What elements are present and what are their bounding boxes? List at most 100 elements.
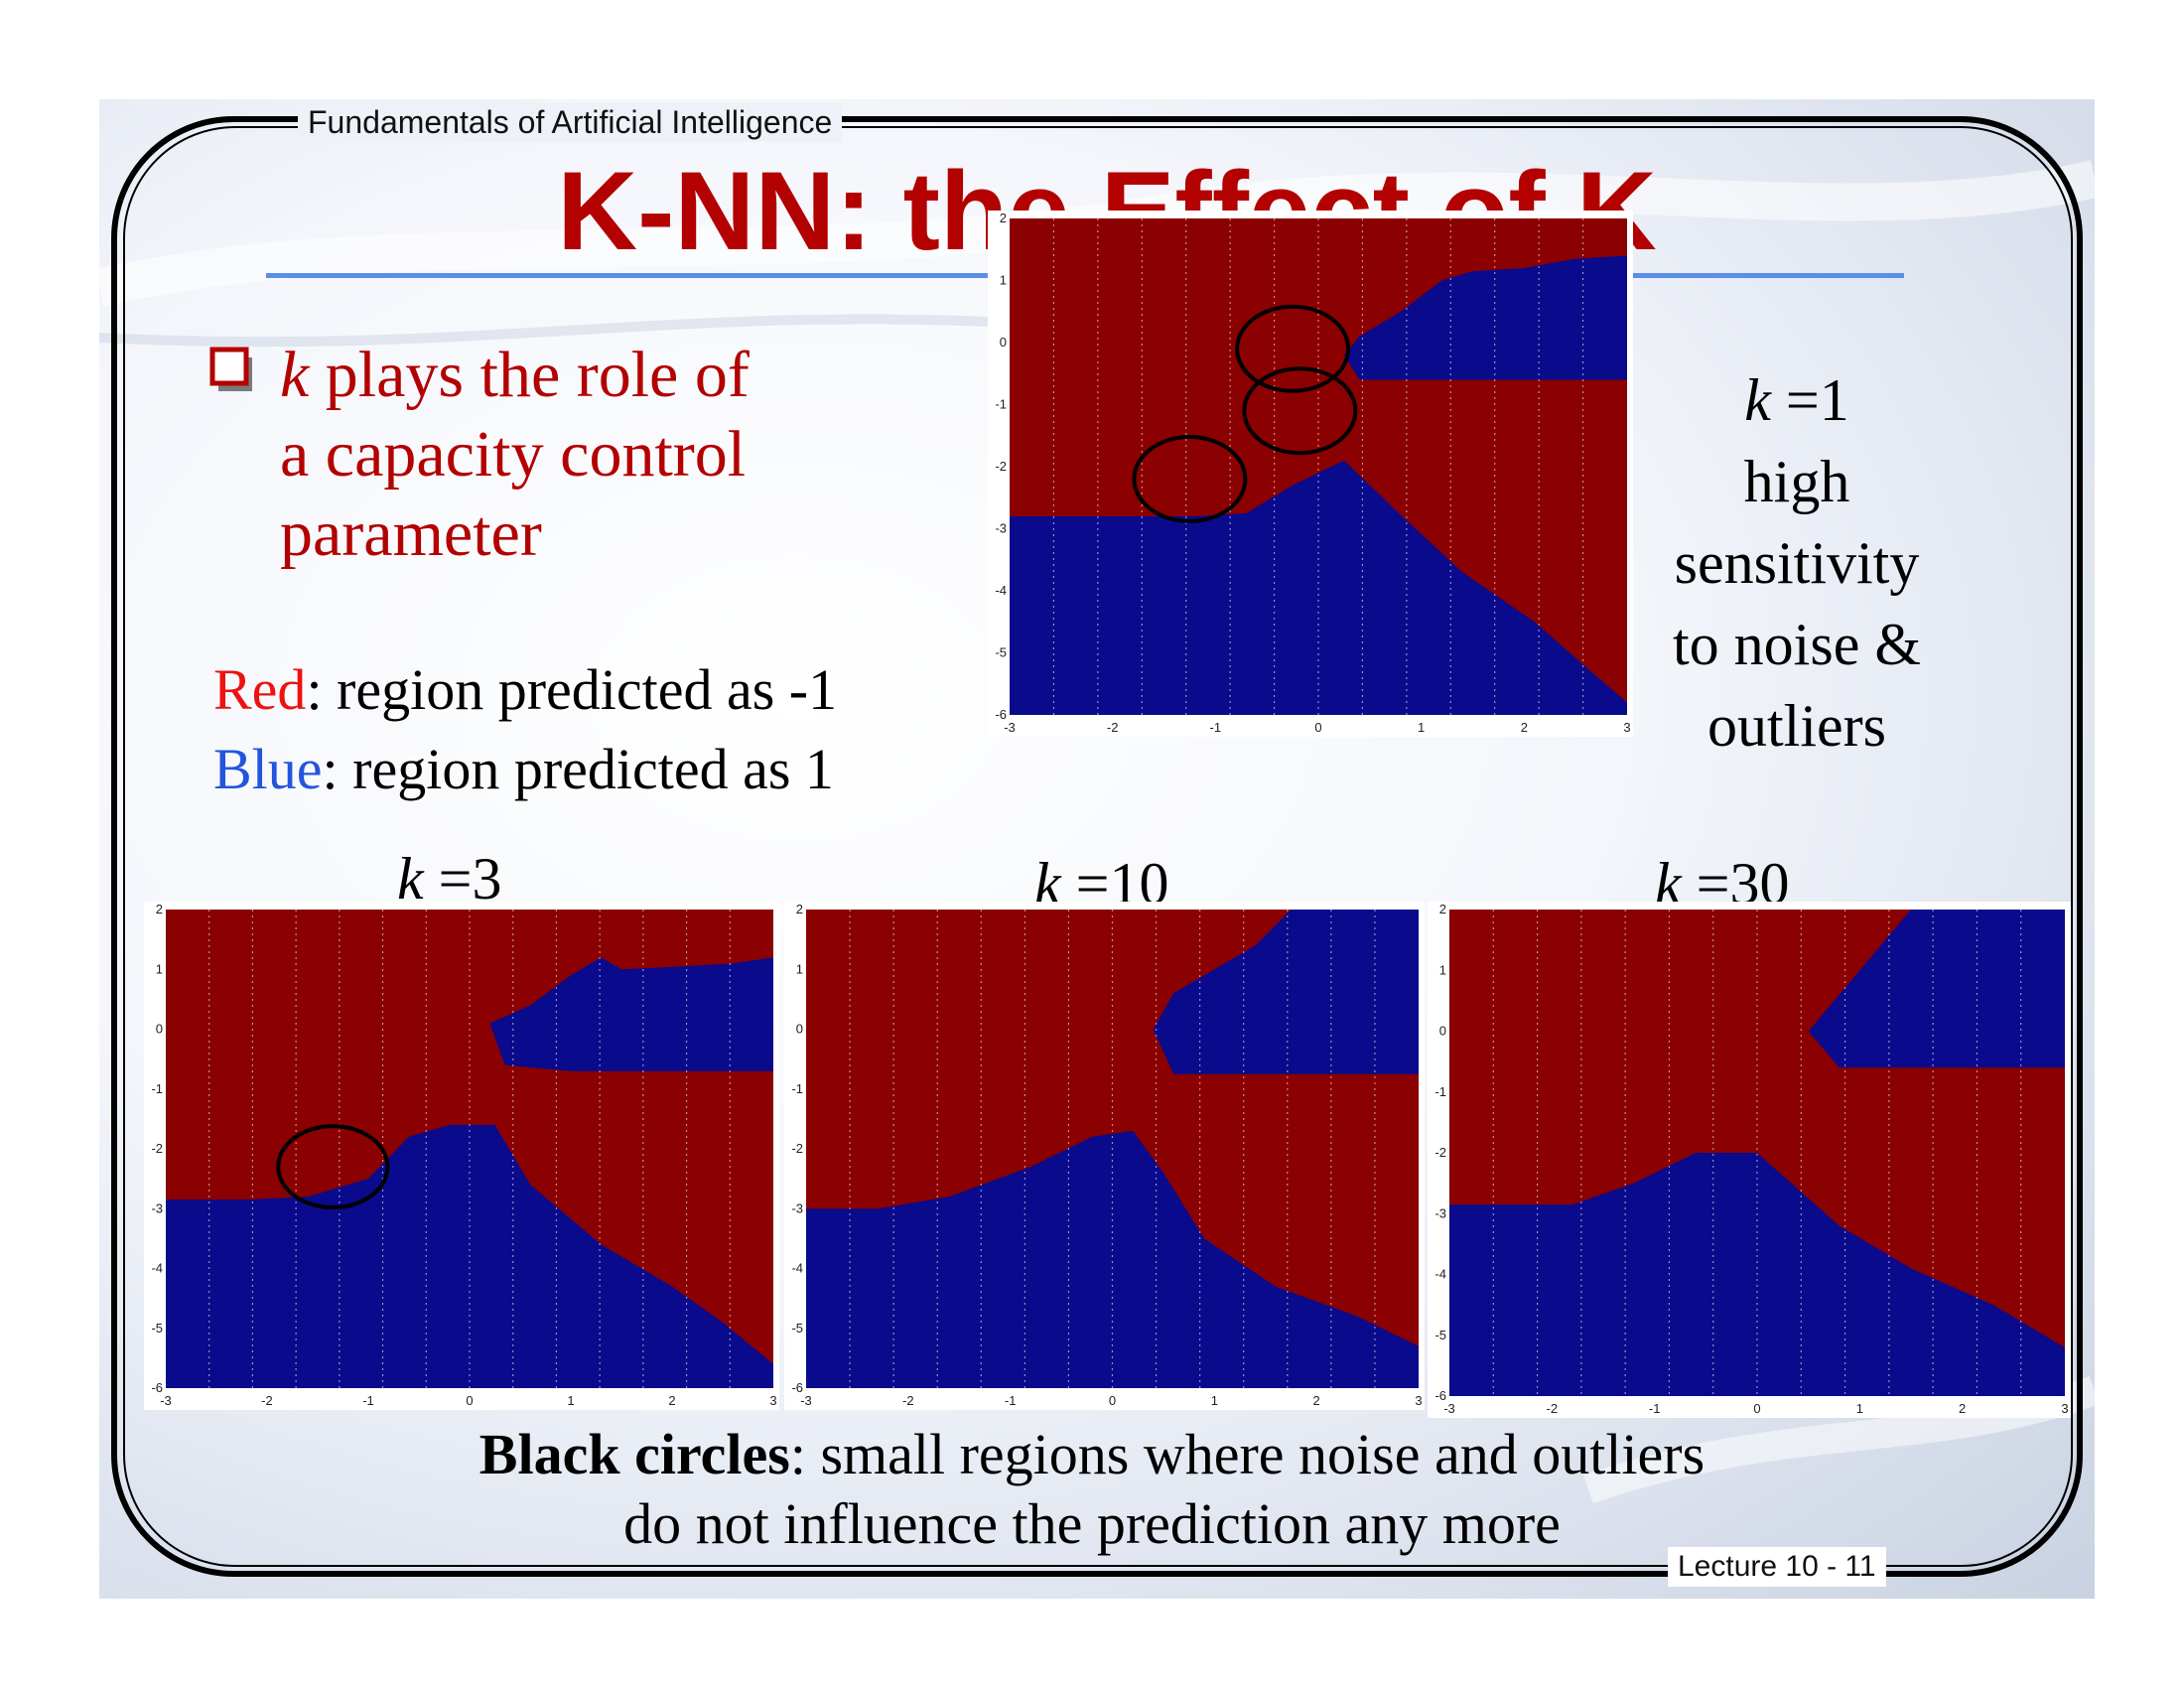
decision-region-plot: -3 -2 -1 0 1 2 3 2 1 0 -1 -2 -3 -4 -5 -6 [995, 211, 1630, 735]
y-tick-label: -6 [1434, 1388, 1446, 1403]
x-tick-label: -2 [902, 1393, 914, 1408]
y-tick-label: -3 [995, 521, 1007, 536]
x-tick-label: 1 [1856, 1401, 1863, 1416]
bullet-line-1-text: plays the role of [309, 339, 750, 411]
y-tick-label: -2 [995, 459, 1007, 474]
k1-var: k [1744, 367, 1771, 433]
y-tick-label: -4 [995, 583, 1007, 598]
bottom-note-text: : small regions where noise and outliers [789, 1422, 1706, 1486]
plot-k1: -3 -2 -1 0 1 2 3 2 1 0 -1 -2 -3 -4 -5 -6 [988, 211, 1633, 737]
y-tick-label: -3 [151, 1200, 163, 1215]
k1-description: k =1 high sensitivity to noise & outlier… [1633, 359, 1961, 767]
x-tick-label: 3 [2061, 1401, 2068, 1416]
plot-k10: -3 -2 -1 0 1 2 3 2 1 0 -1 -2 -3 -4 -5 -6 [784, 902, 1425, 1410]
bullet-var: k [280, 339, 310, 411]
k3-var: k [397, 846, 424, 912]
x-tick-label: 1 [1418, 720, 1425, 735]
x-tick-label: 0 [1109, 1393, 1116, 1408]
x-tick-label: -1 [1210, 720, 1222, 735]
x-tick-label: -1 [362, 1393, 374, 1408]
plot-k30: -3 -2 -1 0 1 2 3 2 1 0 -1 -2 -3 -4 -5 -6 [1428, 902, 2071, 1418]
color-legend: Red: region predicted as -1 Blue: region… [213, 650, 837, 809]
y-tick-label: 2 [796, 902, 803, 916]
x-tick-label: 2 [1521, 720, 1528, 735]
blue-region [1343, 255, 1627, 380]
y-tick-label: -6 [995, 707, 1007, 722]
y-tick-label: -2 [151, 1141, 163, 1156]
y-tick-label: -4 [1434, 1267, 1446, 1282]
x-tick-label: -3 [1004, 720, 1016, 735]
x-tick-label: 2 [1313, 1393, 1320, 1408]
blue-region [489, 957, 773, 1071]
hollow-square-bullet-icon [209, 347, 252, 391]
bottom-note-line-2: do not influence the prediction any more [623, 1491, 1561, 1556]
y-tick-label: -4 [791, 1261, 803, 1276]
k1-label: k =1 [1633, 359, 1961, 441]
outlier-circle [276, 1124, 390, 1210]
x-tick-label: 0 [1314, 720, 1321, 735]
legend-blue-text: : region predicted as 1 [322, 737, 834, 801]
x-tick-label: -2 [1547, 1401, 1559, 1416]
bullet-line-2: a capacity control [280, 418, 747, 491]
slide: Fundamentals of Artificial Intelligence … [99, 99, 2095, 1599]
y-tick-label: -4 [151, 1261, 163, 1276]
y-tick-label: 0 [1000, 335, 1007, 350]
x-tick-label: -3 [1443, 1401, 1455, 1416]
x-tick-label: 2 [1959, 1401, 1966, 1416]
k1-desc-line-4: outliers [1707, 693, 1886, 759]
y-tick-label: 1 [1439, 962, 1446, 977]
y-tick-label: 2 [1000, 211, 1007, 225]
decision-region-plot: -3 -2 -1 0 1 2 3 2 1 0 -1 -2 -3 -4 -5 -6 [151, 902, 776, 1408]
x-tick-label: 3 [769, 1393, 776, 1408]
x-tick-label: 1 [567, 1393, 574, 1408]
bottom-note-line-1: Black circles: small regions where noise… [199, 1420, 1985, 1489]
y-tick-label: 1 [796, 961, 803, 976]
outlier-circle [1235, 304, 1351, 393]
y-tick-label: 0 [1439, 1024, 1446, 1039]
x-tick-label: -1 [1649, 1401, 1661, 1416]
y-tick-label: 0 [796, 1022, 803, 1037]
x-tick-label: -2 [1107, 720, 1119, 735]
y-tick-label: 0 [156, 1022, 163, 1037]
y-tick-label: -1 [791, 1081, 803, 1096]
k1-desc-line-1: high [1743, 449, 1850, 514]
outlier-circle [1132, 435, 1248, 523]
blue-region [806, 1130, 1419, 1388]
bullet-line-3: parameter [280, 497, 542, 570]
x-tick-label: -2 [261, 1393, 273, 1408]
bullet-point: k plays the role of a capacity control p… [280, 336, 925, 574]
y-tick-label: 2 [156, 902, 163, 916]
y-tick-label: -6 [791, 1380, 803, 1395]
legend-blue-word: Blue [213, 737, 323, 801]
bottom-note: Black circles: small regions where noise… [199, 1420, 1985, 1559]
x-tick-label: 0 [1753, 1401, 1760, 1416]
bottom-note-bold: Black circles [478, 1422, 790, 1486]
course-name: Fundamentals of Artificial Intelligence [298, 102, 843, 142]
x-tick-label: 3 [1415, 1393, 1422, 1408]
blue-region [1808, 910, 2065, 1068]
x-tick-label: -1 [1005, 1393, 1017, 1408]
y-tick-label: -2 [1434, 1145, 1446, 1160]
y-tick-label: -5 [151, 1321, 163, 1336]
outlier-circle [1242, 366, 1358, 456]
k3-value: =3 [423, 846, 502, 912]
bullet-line-1: k plays the role of [280, 336, 925, 415]
k3-label: k =3 [397, 844, 501, 914]
lecture-number: Lecture 10 - 11 [1668, 1547, 1886, 1587]
legend-red: Red: region predicted as -1 [213, 650, 837, 730]
slide-frame [111, 116, 2083, 1577]
k1-value: =1 [1770, 367, 1849, 433]
legend-red-word: Red [213, 657, 307, 722]
y-tick-label: -5 [995, 645, 1007, 660]
y-tick-label: -3 [1434, 1205, 1446, 1220]
x-tick-label: 0 [466, 1393, 473, 1408]
y-tick-label: -5 [1434, 1328, 1446, 1342]
y-tick-label: 1 [156, 961, 163, 976]
y-tick-label: 2 [1439, 902, 1446, 916]
x-tick-label: -3 [800, 1393, 812, 1408]
y-tick-label: -1 [995, 397, 1007, 412]
y-tick-label: -3 [791, 1200, 803, 1215]
blue-region [1010, 460, 1627, 715]
decision-region-plot: -3 -2 -1 0 1 2 3 2 1 0 -1 -2 -3 -4 -5 -6 [1434, 902, 2068, 1416]
y-tick-label: -1 [151, 1081, 163, 1096]
